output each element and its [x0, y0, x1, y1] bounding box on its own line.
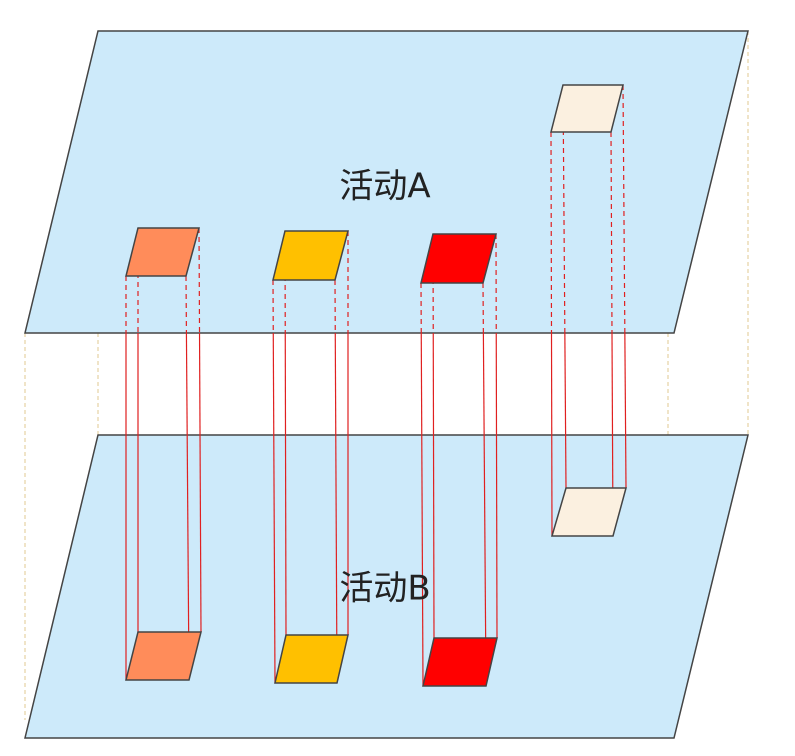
guides	[24, 31, 749, 720]
connector	[284, 332, 287, 636]
connector	[272, 332, 276, 684]
block	[272, 230, 349, 281]
block	[125, 631, 202, 681]
connector	[495, 332, 498, 639]
connectors	[125, 84, 627, 687]
block	[125, 227, 200, 277]
block	[274, 634, 349, 684]
connector-dashed	[610, 131, 613, 334]
connector	[550, 332, 553, 537]
block	[422, 637, 498, 687]
block	[420, 233, 497, 284]
connector	[432, 332, 435, 639]
block	[550, 84, 624, 133]
connector	[482, 332, 487, 687]
plane-label: 活动A	[339, 167, 430, 207]
connector	[420, 332, 424, 687]
connector	[198, 332, 202, 633]
connector	[564, 332, 567, 489]
plane-label: 活动B	[339, 569, 430, 609]
connector	[334, 332, 338, 684]
squares	[125, 84, 627, 687]
block	[551, 487, 627, 537]
connector	[624, 332, 627, 489]
connector	[185, 332, 190, 681]
